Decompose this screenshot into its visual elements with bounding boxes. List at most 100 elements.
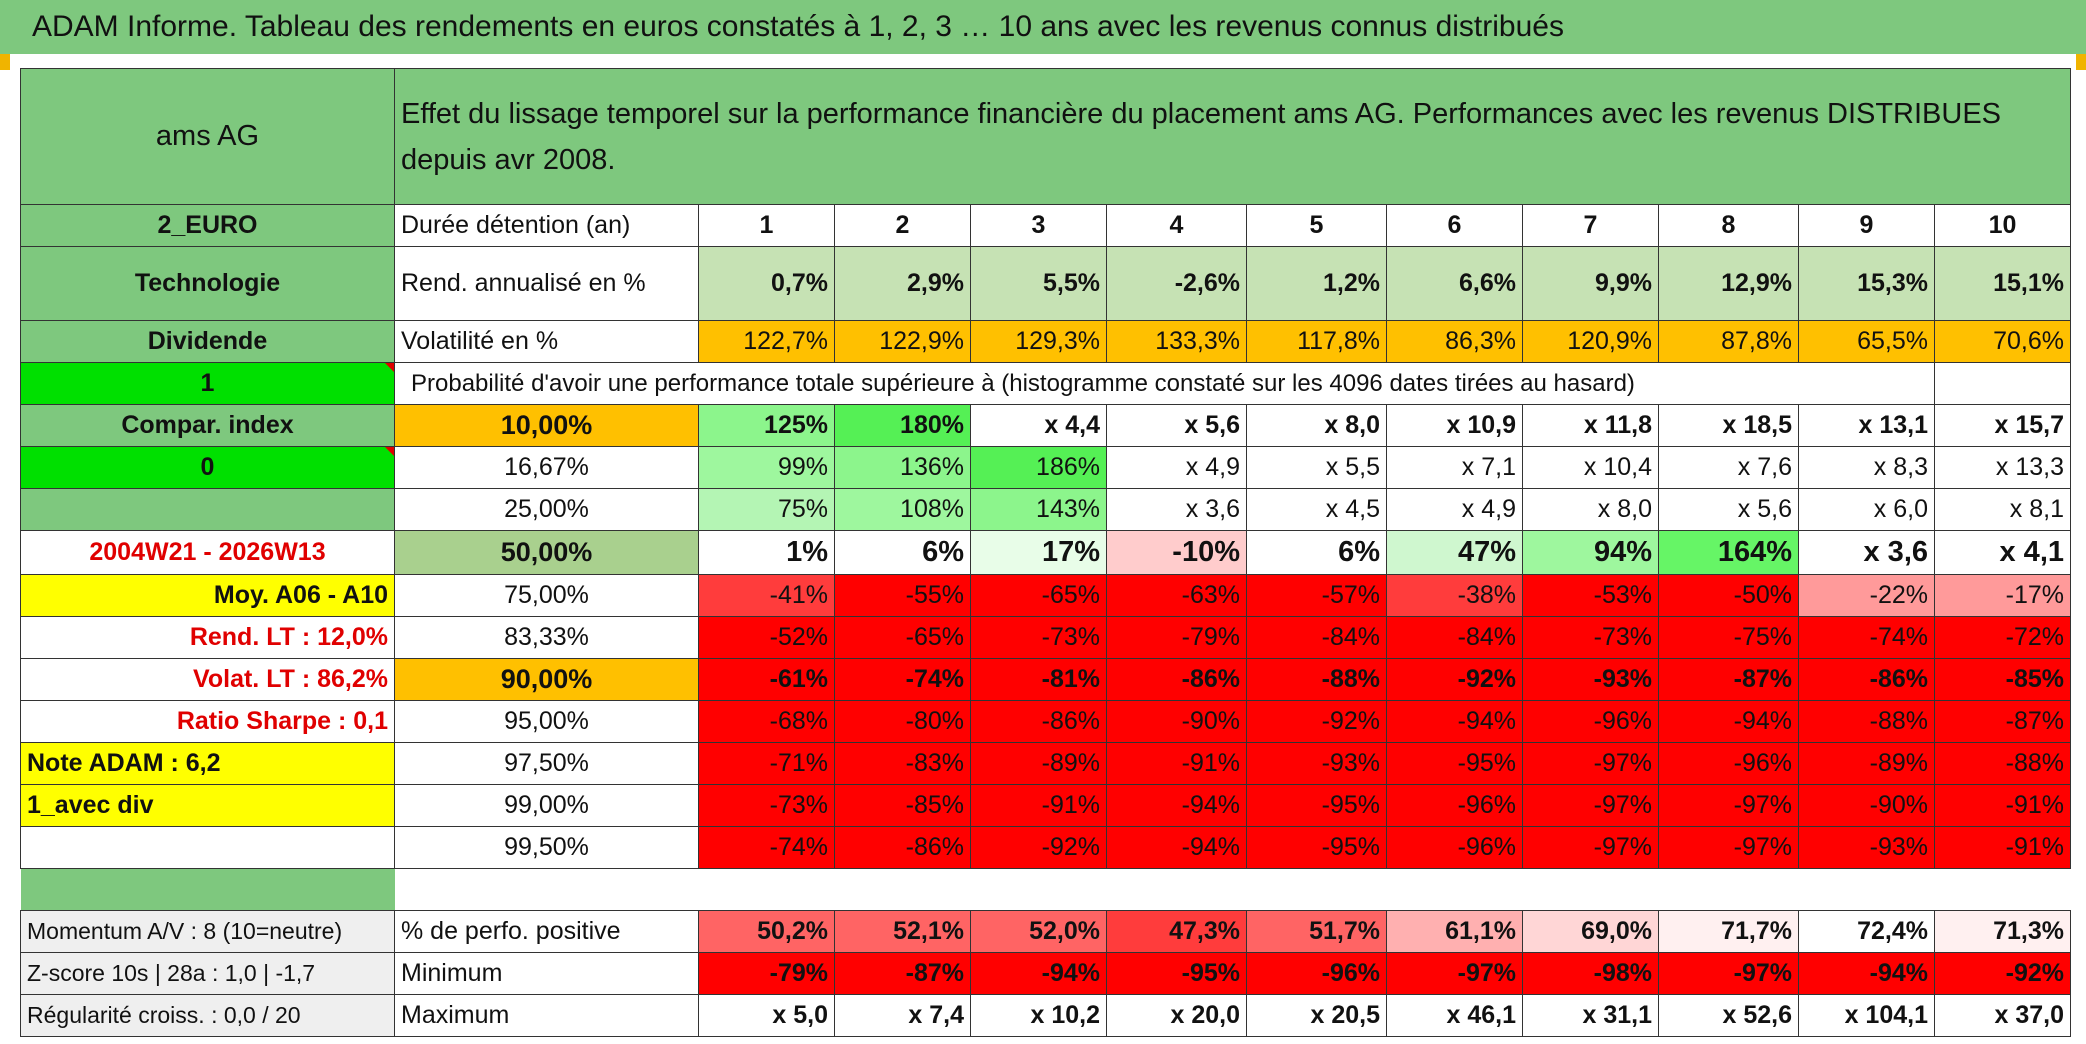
table-row: Compar. index 10,00% 125% 180% x 4,4 x 5,6 x 8… [20, 404, 2071, 447]
gap-cell [1935, 869, 2071, 911]
year-header: 6 [1386, 204, 1523, 247]
quantile-value: 6% [834, 530, 971, 575]
quantile-value: -88% [1798, 700, 1935, 743]
positive-value: 52,0% [970, 910, 1107, 953]
positive-value: 51,7% [1246, 910, 1387, 953]
quantile-value: -74% [834, 658, 971, 701]
quantile-value: -91% [1934, 826, 2071, 869]
positive-value: 52,1% [834, 910, 971, 953]
table-row: Momentum A/V : 8 (10=neutre)% de perfo. … [20, 910, 2071, 953]
gap-cell [1247, 869, 1387, 911]
volatility-value: 65,5% [1798, 320, 1935, 363]
positive-value: 50,2% [698, 910, 835, 953]
quantile-value: x 4,9 [1386, 488, 1523, 531]
quantile-value: -68% [698, 700, 835, 743]
maximum-value: x 46,1 [1386, 994, 1523, 1037]
quantile-value: -87% [1934, 700, 2071, 743]
gap-cell [699, 869, 835, 911]
maximum-value: x 5,0 [698, 994, 835, 1037]
gap-cell [1523, 869, 1659, 911]
quantile-value: -53% [1522, 574, 1659, 617]
maximum-value: x 10,2 [970, 994, 1107, 1037]
quantile-value: -84% [1386, 616, 1523, 659]
quantile-value: -65% [834, 616, 971, 659]
table-row: 2004W21 - 2026W13 50,00% 1% 6% 17% -10% 6% 47% 9… [20, 530, 2071, 575]
minimum-value: -87% [834, 952, 971, 995]
volatility-value: 133,3% [1106, 320, 1247, 363]
duration-label: Durée détention (an) [394, 204, 699, 247]
probability-threshold: 97,50% [394, 742, 699, 785]
quantile-value: -65% [970, 574, 1107, 617]
quantile-value: -73% [1522, 616, 1659, 659]
zscore-label: Z-score 10s | 28a : 1,0 | -1,7 [20, 952, 395, 995]
probability-threshold: 99,00% [394, 784, 699, 827]
rendement-value: 0,7% [698, 246, 835, 321]
asset-name: ams AG [20, 68, 395, 205]
positive-value: 71,3% [1934, 910, 2071, 953]
year-header: 9 [1798, 204, 1935, 247]
quantile-value: -88% [1246, 658, 1387, 701]
year-header: 10 [1934, 204, 2071, 247]
year-header: 3 [970, 204, 1107, 247]
quantile-value: x 4,5 [1246, 488, 1387, 531]
maximum-value: x 7,4 [834, 994, 971, 1037]
volatility-value: 122,9% [834, 320, 971, 363]
quantile-value: x 13,3 [1934, 446, 2071, 489]
maximum-value: x 52,6 [1658, 994, 1799, 1037]
gap-cell [1659, 869, 1799, 911]
report-description: Effet du lissage temporel sur la perform… [394, 68, 2071, 205]
empty-side-cell [20, 826, 395, 869]
probability-threshold: 83,33% [394, 616, 699, 659]
table-row: 99,50% -74% -86% -92% -94% -95% -96% -97% -97% -9… [20, 826, 2071, 869]
table-row: ams AG Effet du lissage temporel sur la p… [20, 68, 2071, 205]
quantile-value: -97% [1658, 826, 1799, 869]
minimum-value: -94% [1798, 952, 1935, 995]
year-header: 5 [1246, 204, 1387, 247]
maximum-value: x 20,0 [1106, 994, 1247, 1037]
quantile-value: -73% [698, 784, 835, 827]
quantile-value: -87% [1658, 658, 1799, 701]
minimum-value: -98% [1522, 952, 1659, 995]
quantile-value: -95% [1386, 742, 1523, 785]
minimum-value: -95% [1106, 952, 1247, 995]
quantile-value: -50% [1658, 574, 1799, 617]
quantile-value: x 8,0 [1522, 488, 1659, 531]
rendement-value: 9,9% [1522, 246, 1659, 321]
year-header: 7 [1522, 204, 1659, 247]
quantile-value: x 7,6 [1658, 446, 1799, 489]
volatility-value: 129,3% [970, 320, 1107, 363]
quantile-value: -22% [1798, 574, 1935, 617]
quantile-value: -92% [1246, 700, 1387, 743]
minimum-value: -96% [1246, 952, 1387, 995]
quantile-value: -97% [1522, 826, 1659, 869]
volatility-value: 122,7% [698, 320, 835, 363]
quantile-value: x 10,4 [1522, 446, 1659, 489]
minimum-value: -94% [970, 952, 1107, 995]
table-row: Note ADAM : 6,2 97,50% -71% -83% -89% -91% -93… [20, 742, 2071, 785]
quantile-value: 180% [834, 404, 971, 447]
momentum-label: Momentum A/V : 8 (10=neutre) [20, 910, 395, 953]
table-row: Volat. LT : 86,2% 90,00% -61% -74% -81% -86% -… [20, 658, 2071, 701]
quantile-value: x 8,0 [1246, 404, 1387, 447]
quantile-value: -93% [1522, 658, 1659, 701]
quantile-value: -17% [1934, 574, 2071, 617]
quantile-value: -96% [1386, 826, 1523, 869]
probability-threshold: 16,67% [394, 446, 699, 489]
table-row [20, 868, 2071, 911]
quantile-value: x 5,6 [1106, 404, 1247, 447]
quantile-value: -81% [970, 658, 1107, 701]
quantile-value: x 7,1 [1386, 446, 1523, 489]
table-row: Moy. A06 - A10 75,00% -41% -55% -65% -63% -57%… [20, 574, 2071, 617]
quantile-value: 94% [1522, 530, 1659, 575]
sharpe-ratio: Ratio Sharpe : 0,1 [20, 700, 395, 743]
volatility-value: 120,9% [1522, 320, 1659, 363]
dividend-mode: 1_avec div [20, 784, 395, 827]
quantile-value: x 6,0 [1798, 488, 1935, 531]
flag-zero: 0 [20, 446, 395, 489]
quantile-value: 186% [970, 446, 1107, 489]
positive-value: 47,3% [1106, 910, 1247, 953]
year-header: 8 [1658, 204, 1799, 247]
year-header: 4 [1106, 204, 1247, 247]
quantile-value: -96% [1658, 742, 1799, 785]
sector-label: Technologie [20, 246, 395, 321]
